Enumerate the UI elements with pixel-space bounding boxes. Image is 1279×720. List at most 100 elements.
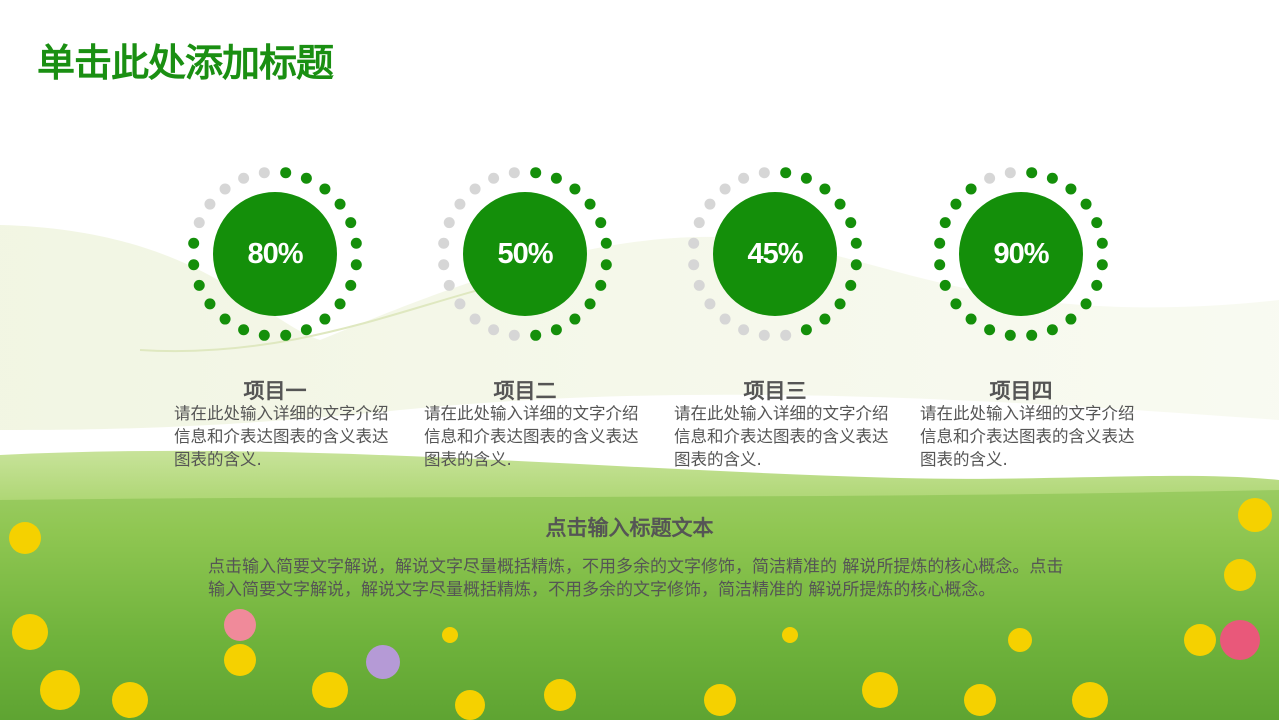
progress-dot-empty [438,237,450,249]
progress-dot-filled [219,313,231,325]
summary-title[interactable]: 点击输入标题文本 [0,512,1279,542]
progress-dot-filled [1004,329,1016,341]
progress-dot-filled [834,298,846,310]
progress-dot-empty [443,217,455,229]
page-title[interactable]: 单击此处添加标题 [37,41,334,85]
progress-dot-filled [188,237,200,249]
progress-dot-empty [738,172,750,184]
progress-dot-empty [719,313,731,325]
progress-dot-filled [319,183,331,195]
progress-dot-filled [984,324,996,336]
progress-dot-filled [965,313,977,325]
progress-dot-empty [758,329,770,341]
progress-dot-filled [280,167,292,179]
item-title[interactable]: 项目三 [743,379,807,403]
progress-ring: 50% [435,164,615,344]
progress-dot-empty [693,279,705,291]
progress-dot-filled [300,172,312,184]
progress-dot-filled [934,237,946,249]
progress-center-circle [713,192,837,316]
progress-dot-filled [1065,313,1077,325]
progress-dot-empty [443,279,455,291]
progress-dot-filled [204,298,216,310]
progress-center-circle [213,192,337,316]
item-description[interactable]: 请在此处输入详细的文字介绍信息和介表达图表的含义表达图表的含义. [424,404,639,469]
progress-dot-filled [600,259,612,271]
progress-dot-empty [193,217,205,229]
progress-dot-empty [693,217,705,229]
progress-dot-filled [939,279,951,291]
progress-ring: 80% [185,164,365,344]
progress-dot-filled [550,324,562,336]
progress-dot-filled [1046,172,1058,184]
progress-dot-filled [595,217,607,229]
progress-dot-filled [1065,183,1077,195]
progress-dot-filled [950,298,962,310]
progress-dot-filled [834,198,846,210]
progress-dot-filled [334,298,346,310]
progress-dot-filled [350,237,362,249]
item-description[interactable]: 请在此处输入详细的文字介绍信息和介表达图表的含义表达图表的含义. [674,404,889,469]
progress-dot-empty [258,167,270,179]
progress-center-circle [463,192,587,316]
progress-dot-empty [438,259,450,271]
progress-dot-empty [508,329,520,341]
item-title[interactable]: 项目一 [243,379,307,403]
progress-value: 80% [247,238,303,270]
item-title[interactable]: 项目四 [989,379,1053,403]
progress-dot-empty [469,313,481,325]
progress-dot-empty [454,198,466,210]
progress-dot-filled [780,167,792,179]
progress-dot-filled [550,172,562,184]
summary-body[interactable]: 点击输入简要文字解说，解说文字尽量概括精炼，不用多余的文字修饰，简洁精准的 解说… [208,557,1064,600]
progress-dot-empty [688,259,700,271]
progress-dot-filled [530,167,542,179]
progress-dot-filled [300,324,312,336]
progress-dot-filled [845,217,857,229]
progress-dot-filled [238,324,250,336]
progress-dot-filled [850,237,862,249]
progress-dot-filled [819,183,831,195]
progress-dot-empty [704,198,716,210]
progress-dot-empty [758,167,770,179]
progress-dot-filled [258,329,270,341]
progress-value: 90% [993,238,1049,270]
progress-dot-filled [188,259,200,271]
progress-dot-filled [845,279,857,291]
progress-dot-empty [719,183,731,195]
progress-dot-filled [584,198,596,210]
progress-dot-empty [704,298,716,310]
progress-dot-filled [965,183,977,195]
progress-dot-empty [488,172,500,184]
progress-dot-filled [345,217,357,229]
progress-center-circle [959,192,1083,316]
progress-dot-filled [939,217,951,229]
progress-value: 50% [497,238,553,270]
progress-dot-empty [204,198,216,210]
progress-ring: 90% [931,164,1111,344]
flowers [9,498,1272,720]
progress-dot-empty [238,172,250,184]
progress-dot-filled [334,198,346,210]
summary-title-text: 点击输入标题文本 [545,516,714,540]
progress-dot-filled [600,237,612,249]
progress-dot-filled [584,298,596,310]
progress-dot-filled [1091,279,1103,291]
progress-dot-filled [193,279,205,291]
progress-dot-filled [1080,198,1092,210]
item-description[interactable]: 请在此处输入详细的文字介绍信息和介表达图表的含义表达图表的含义. [920,404,1135,469]
progress-dot-filled [1091,217,1103,229]
item-description[interactable]: 请在此处输入详细的文字介绍信息和介表达图表的含义表达图表的含义. [174,404,389,469]
progress-dot-filled [569,313,581,325]
progress-dot-empty [454,298,466,310]
progress-dot-filled [1096,259,1108,271]
progress-dot-empty [469,183,481,195]
item-title[interactable]: 项目二 [493,379,557,403]
progress-dot-filled [280,329,292,341]
progress-dot-filled [1046,324,1058,336]
progress-dot-empty [219,183,231,195]
progress-dot-empty [1004,167,1016,179]
progress-dot-filled [530,329,542,341]
progress-dot-filled [800,324,812,336]
